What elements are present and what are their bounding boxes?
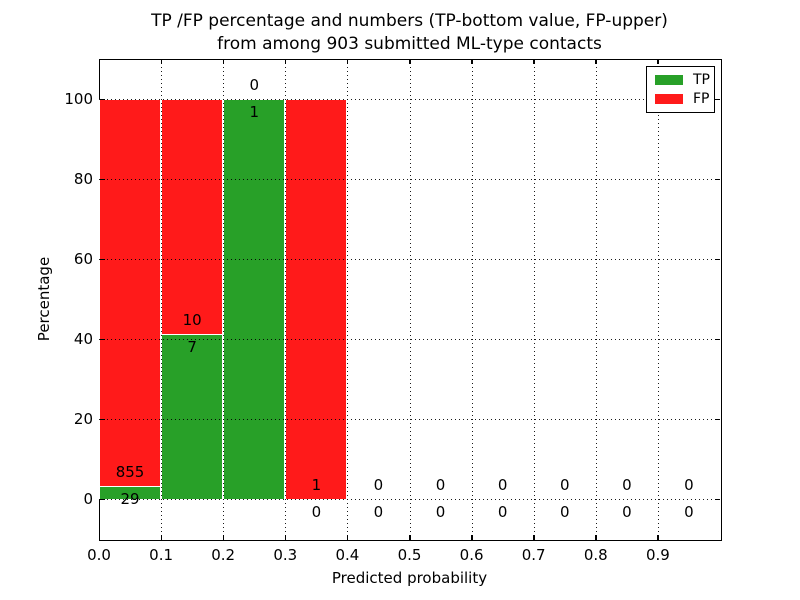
fp-count-label: 0 (249, 76, 260, 94)
fp-count-label: 0 (684, 476, 694, 494)
x-gridline (595, 59, 597, 539)
fp-count-label: 10 (182, 311, 202, 330)
x-tick-mark (346, 535, 349, 540)
x-gridline (285, 59, 287, 539)
tp-count-label: 29 (120, 489, 140, 508)
x-tick-mark (533, 535, 535, 540)
x-tick-label: 0.6 (459, 546, 484, 564)
tp-count-label: 0 (622, 503, 632, 521)
tp-count-label: 7 (187, 338, 197, 357)
x-tick-mark (657, 535, 659, 540)
y-tick-mark-right (715, 178, 720, 180)
x-tick-mark (471, 535, 473, 540)
x-tick-label: 0.9 (645, 546, 670, 564)
tp-bar-segment (99, 485, 162, 499)
legend-item-fp: FP (655, 92, 714, 106)
y-tick-mark (100, 418, 105, 420)
legend-item-tp: TP (655, 73, 714, 87)
x-tick-mark (98, 535, 100, 540)
tp-bar-segment (161, 334, 224, 499)
fp-count-label: 0 (559, 476, 570, 494)
y-tick-mark-right (715, 498, 720, 500)
fp-count-label: 0 (435, 476, 446, 494)
fp-legend-swatch (655, 94, 683, 104)
tp-count-label: 0 (684, 503, 694, 521)
y-tick-mark (100, 98, 105, 100)
tp-count-label: 0 (311, 503, 322, 521)
x-tick-label: 0.7 (521, 546, 546, 564)
x-tick-label: 0.1 (149, 546, 174, 564)
fp-bar-segment (99, 99, 162, 486)
tp-legend-swatch (655, 75, 683, 85)
x-tick-mark-top (222, 59, 225, 64)
y-tick-label: 60 (73, 250, 93, 268)
y-tick-mark-right (715, 338, 720, 340)
x-tick-mark-top (471, 59, 473, 64)
chart-title-line2: from among 903 submitted ML-type contact… (217, 34, 602, 54)
x-tick-mark-top (533, 59, 535, 64)
y-tick-mark (100, 498, 105, 500)
x-tick-label: 0.3 (273, 546, 298, 564)
x-gridline (409, 59, 411, 539)
x-gridline (347, 59, 349, 539)
tp-count-label: 0 (497, 503, 508, 521)
fp-count-label: 1 (311, 476, 322, 494)
fp-bar-segment (161, 99, 224, 335)
x-tick-label: 0.4 (335, 546, 360, 564)
legend: TP FP (646, 66, 715, 113)
x-tick-label: 0.2 (211, 546, 236, 564)
y-tick-label: 100 (64, 90, 93, 108)
x-tick-mark (222, 535, 225, 540)
x-gridline (657, 59, 659, 539)
tp-legend-label: TP (693, 72, 710, 88)
x-tick-mark-top (346, 59, 349, 64)
fp-count-label: 0 (373, 476, 384, 494)
tp-count-label: 0 (559, 503, 570, 521)
y-tick-label: 40 (73, 330, 93, 348)
fp-count-label: 855 (115, 462, 145, 481)
x-tick-mark-top (160, 59, 163, 64)
y-tick-mark (100, 338, 105, 340)
x-gridline (161, 59, 163, 539)
x-tick-mark-top (657, 59, 659, 64)
tp-count-label: 1 (249, 103, 260, 121)
x-gridline (471, 59, 473, 539)
y-tick-label: 20 (73, 410, 93, 428)
y-tick-mark-right (715, 258, 720, 260)
chart-title-line1: TP /FP percentage and numbers (TP-bottom… (151, 11, 668, 31)
x-tick-mark-top (409, 59, 411, 64)
x-tick-mark (160, 535, 163, 540)
y-axis-label: Percentage (35, 256, 53, 342)
x-tick-mark-top (284, 59, 287, 64)
fp-count-label: 0 (622, 476, 632, 494)
y-tick-label: 0 (83, 490, 93, 508)
fp-count-label: 0 (497, 476, 508, 494)
y-tick-mark-right (715, 418, 720, 420)
chart-title: TP /FP percentage and numbers (TP-bottom… (99, 10, 720, 56)
y-tick-mark (100, 178, 105, 180)
fp-bar-segment (285, 99, 348, 499)
x-tick-mark-top (595, 59, 597, 64)
x-tick-mark (409, 535, 411, 540)
tp-bar-segment (223, 99, 286, 499)
y-tick-mark-right (715, 98, 720, 100)
x-gridline (223, 59, 225, 539)
x-gridline (533, 59, 535, 539)
y-tick-label: 80 (73, 170, 93, 188)
x-tick-mark (284, 535, 287, 540)
x-axis-label: Predicted probability (331, 569, 488, 587)
x-tick-mark (595, 535, 597, 540)
x-tick-label: 0.8 (583, 546, 608, 564)
fp-legend-label: FP (693, 91, 710, 107)
x-tick-label: 0.0 (87, 546, 111, 564)
x-tick-label: 0.5 (397, 546, 422, 564)
y-tick-mark (100, 258, 105, 260)
tp-count-label: 0 (435, 503, 446, 521)
tp-count-label: 0 (373, 503, 384, 521)
